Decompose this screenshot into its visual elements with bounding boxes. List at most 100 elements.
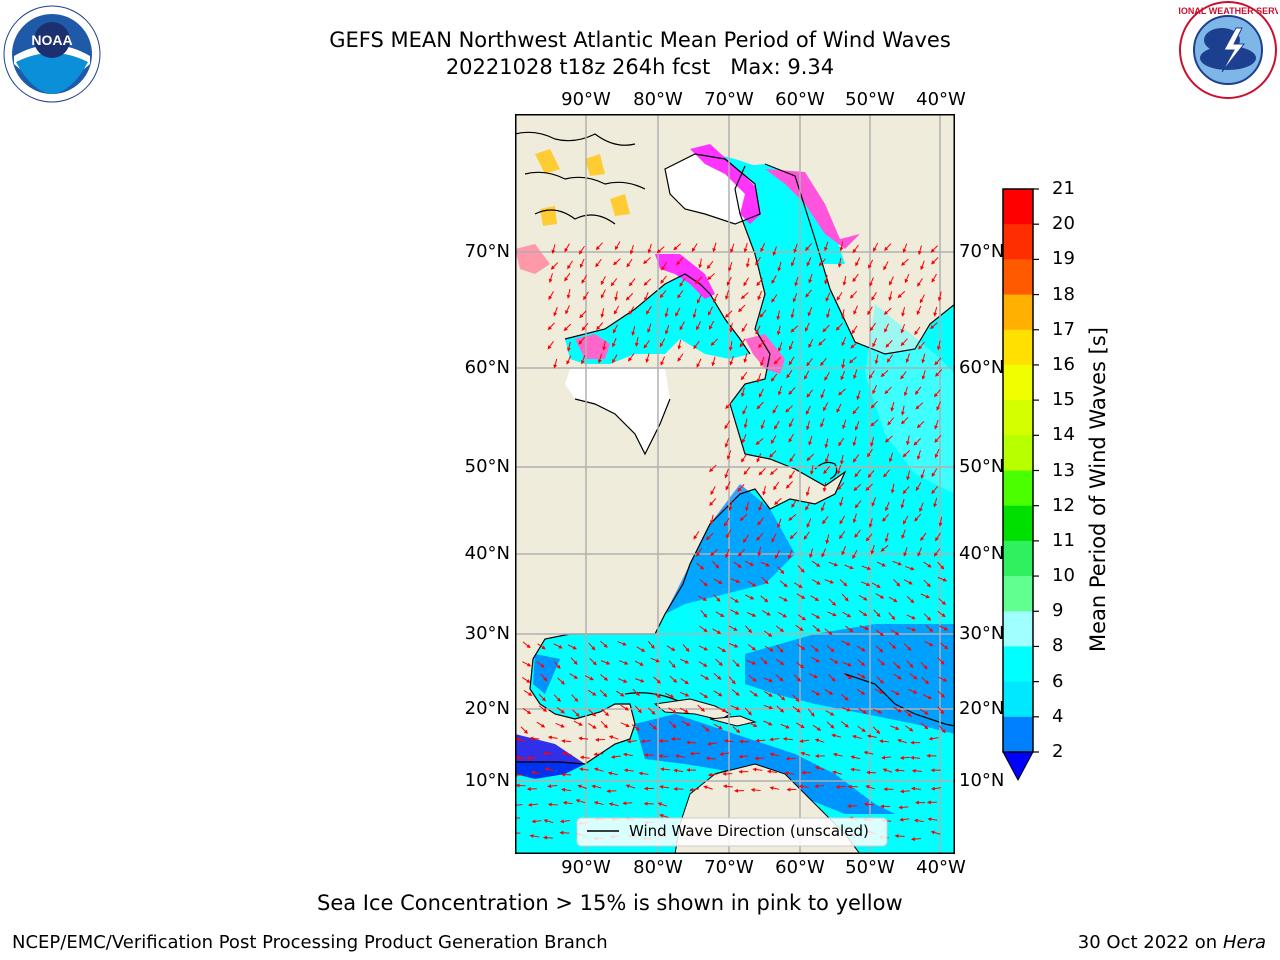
ocean-band-dark	[515, 734, 585, 779]
lat-label-right: 40°N	[959, 543, 1005, 564]
wind-wave-arrow	[710, 338, 719, 346]
lon-label-bottom: 50°W	[845, 857, 895, 878]
wind-wave-arrow	[799, 739, 810, 744]
wind-wave-arrow	[580, 354, 586, 365]
wind-wave-arrow	[600, 308, 605, 319]
colorbar-tick-label: 10	[1052, 565, 1075, 587]
wind-wave-arrow	[584, 675, 594, 681]
wind-wave-arrow	[875, 593, 885, 599]
wind-wave-arrow	[788, 387, 796, 395]
wind-wave-arrow	[906, 614, 916, 620]
lon-label-bottom: 60°W	[775, 857, 825, 878]
wind-wave-arrow	[920, 722, 929, 730]
wind-wave-arrow	[724, 438, 730, 448]
wind-wave-arrow	[547, 735, 558, 740]
wind-wave-arrow	[775, 625, 785, 633]
wind-wave-arrow	[814, 784, 825, 789]
wind-wave-arrow	[612, 337, 617, 348]
wind-wave-arrow	[551, 244, 556, 255]
wind-wave-arrow	[726, 276, 732, 286]
wind-wave-arrow	[894, 833, 905, 838]
wind-wave-arrow	[866, 448, 873, 458]
wind-wave-arrow	[920, 260, 925, 271]
wind-wave-arrow	[629, 244, 634, 255]
wind-wave-arrow	[925, 624, 934, 633]
wind-wave-arrow	[659, 785, 670, 789]
wind-wave-arrow	[902, 450, 911, 458]
wind-wave-arrow	[600, 660, 611, 665]
wind-wave-arrow	[796, 643, 806, 651]
wind-wave-arrow	[623, 768, 634, 773]
wind-wave-arrow	[789, 531, 798, 540]
wind-wave-arrow	[553, 643, 563, 649]
wind-wave-arrow	[559, 819, 570, 824]
wind-wave-arrow	[824, 628, 833, 635]
wind-wave-arrow	[713, 690, 723, 697]
wind-wave-arrow	[755, 738, 766, 743]
colorbar-tick-label: 8	[1052, 635, 1064, 657]
wind-wave-arrow	[583, 291, 589, 301]
wind-wave-arrow	[916, 420, 925, 429]
wind-wave-arrow	[664, 325, 670, 335]
wind-wave-arrow	[647, 323, 652, 333]
wind-wave-arrow	[695, 276, 703, 285]
wind-wave-arrow	[747, 580, 757, 587]
wind-wave-arrow	[562, 751, 572, 756]
wind-wave-arrow	[889, 276, 894, 286]
wind-wave-arrow	[626, 739, 637, 744]
wind-wave-arrow	[696, 547, 702, 557]
wind-wave-arrow	[838, 388, 846, 396]
wind-wave-arrow	[772, 246, 777, 256]
lat-label-left: 30°N	[464, 623, 510, 644]
wind-wave-arrow	[900, 338, 908, 347]
wind-wave-arrow	[707, 772, 718, 777]
wind-wave-arrow	[823, 402, 829, 412]
wind-wave-arrow	[601, 708, 610, 717]
wind-wave-arrow	[761, 576, 769, 585]
wind-wave-arrow	[711, 356, 716, 367]
wind-wave-arrow	[705, 756, 716, 761]
wind-wave-arrow	[593, 801, 604, 806]
wind-wave-arrow	[737, 548, 746, 557]
wind-wave-arrow	[758, 467, 766, 476]
lon-label-top: 60°W	[775, 89, 825, 110]
wind-wave-arrow	[682, 644, 690, 652]
wind-wave-arrow	[861, 565, 872, 571]
wind-wave-arrow	[614, 241, 621, 251]
wind-wave-arrow	[839, 496, 844, 507]
wind-wave-arrow	[563, 323, 572, 332]
wind-wave-arrow	[693, 530, 700, 540]
wind-wave-arrow	[900, 405, 905, 416]
wind-wave-arrow	[920, 593, 931, 599]
wind-wave-arrow	[914, 513, 922, 522]
colorbar-tick-label: 14	[1052, 424, 1075, 446]
wind-wave-arrow	[852, 273, 859, 283]
wind-wave-arrow	[625, 293, 634, 301]
wind-wave-arrow	[578, 736, 589, 741]
wind-wave-arrow	[739, 338, 746, 348]
wind-wave-arrow	[825, 292, 831, 302]
wind-wave-arrow	[884, 532, 889, 543]
wind-wave-arrow	[930, 322, 938, 330]
wind-wave-arrow	[777, 518, 782, 529]
wind-wave-arrow	[522, 708, 532, 715]
wind-wave-arrow	[581, 322, 589, 331]
wind-wave-arrow	[920, 469, 925, 479]
wind-wave-arrow	[664, 307, 669, 318]
wind-wave-arrow	[743, 242, 748, 253]
colorbar-tick-label: 16	[1052, 353, 1075, 375]
wind-wave-arrow	[766, 769, 777, 774]
wind-wave-arrow	[902, 486, 910, 495]
wind-wave-arrow	[839, 530, 846, 540]
wind-wave-arrow	[758, 340, 765, 349]
wind-wave-arrow	[790, 257, 796, 267]
wind-wave-arrow	[713, 293, 719, 303]
wind-wave-arrow	[824, 274, 828, 285]
wind-wave-arrow	[793, 582, 803, 588]
wind-wave-arrow	[776, 325, 781, 336]
wind-wave-arrow	[886, 354, 894, 363]
colorbar-extend-arrow	[1002, 751, 1034, 782]
colorbar-tick-label: 11	[1052, 529, 1075, 551]
wind-wave-arrow	[599, 689, 608, 698]
wind-wave-arrow	[914, 326, 921, 336]
